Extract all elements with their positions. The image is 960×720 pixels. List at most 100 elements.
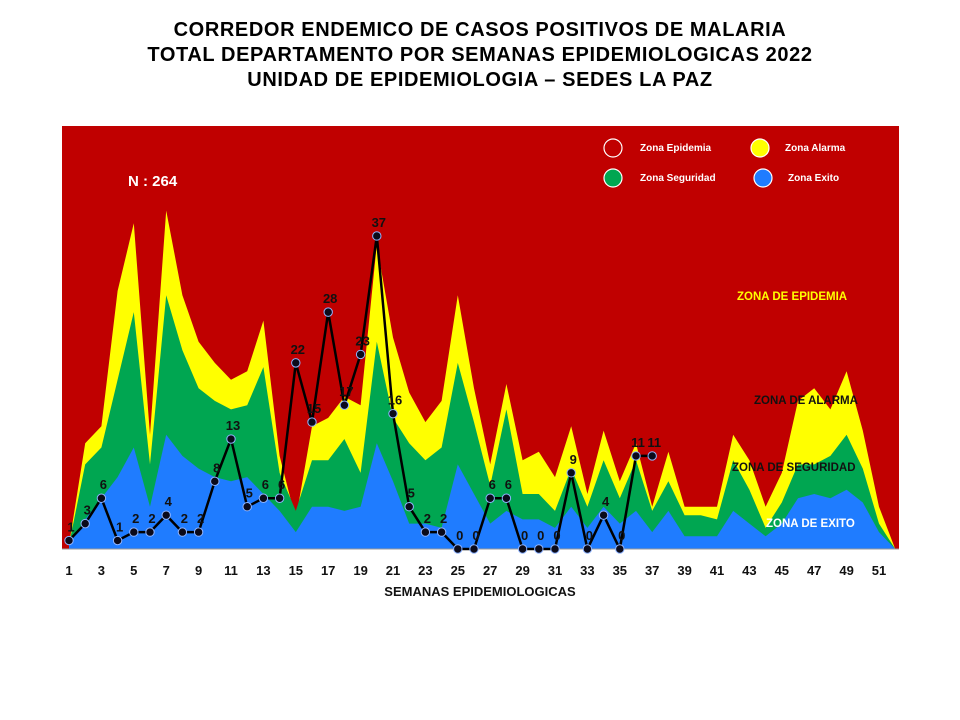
casos-point-w2: [80, 518, 90, 529]
x-tick-25: 25: [451, 563, 465, 578]
casos-point-w36: [631, 451, 641, 461]
casos-label-w14: 6: [278, 477, 285, 492]
x-tick-31: 31: [548, 563, 562, 578]
casos-label-w31: 0: [553, 528, 560, 543]
casos-point-w27: [485, 493, 495, 503]
x-tick-33: 33: [580, 563, 594, 578]
casos-point-w17: [323, 307, 333, 317]
zona-exito-area: [69, 434, 896, 549]
casos-point-w14: [274, 493, 285, 503]
casos-point-w5: [129, 527, 139, 537]
legend-label-3: Zona Exito: [788, 173, 839, 184]
casos-point-w24: [436, 527, 447, 537]
casos-point-w10: [210, 476, 220, 487]
casos-label-w10: 8: [213, 460, 220, 475]
casos-point-w11: [226, 434, 236, 444]
x-tick-35: 35: [613, 563, 627, 578]
x-tick-9: 9: [195, 563, 202, 578]
casos-point-w37: [647, 451, 657, 461]
casos-point-w15: [291, 358, 301, 368]
casos-label-w13: 6: [262, 477, 269, 492]
x-tick-21: 21: [386, 563, 400, 578]
x-tick-37: 37: [645, 563, 659, 578]
casos-label-w1: 1: [67, 520, 74, 535]
casos-label-w12: 5: [246, 486, 253, 501]
title-line-3: UNIDAD DE EPIDEMIOLOGIA – SEDES LA PAZ: [247, 69, 713, 91]
x-tick-3: 3: [98, 563, 105, 578]
x-tick-11: 11: [224, 563, 238, 578]
casos-label-w15: 22: [291, 342, 305, 357]
legend-marker-3: [753, 168, 773, 188]
casos-label-w24: 2: [440, 511, 447, 526]
x-tick-29: 29: [515, 563, 529, 578]
casos-label-w23: 2: [424, 511, 431, 526]
casos-label-w29: 0: [521, 528, 528, 543]
legend-label-0: Zona Epidemia: [640, 143, 712, 154]
x-tick-labels: 1 3 5 7 9 11 13 15 17 19 21 23 25 27 29 31 33 35 37 39 41 43 4…: [65, 563, 886, 578]
casos-label-w7: 4: [165, 494, 173, 509]
casos-point-w16: [307, 417, 317, 427]
zona-seguridad-area: [69, 295, 896, 549]
x-tick-41: 41: [710, 563, 724, 578]
zone-label-seguridad: ZONA DE SEGURIDAD: [732, 462, 856, 474]
x-tick-39: 39: [677, 563, 691, 578]
casos-label-w17: 28: [323, 291, 337, 306]
title-line-2: TOTAL DEPARTAMENTO POR SEMANAS EPIDEMIOL…: [147, 44, 813, 66]
casos-label-w30: 0: [537, 528, 544, 543]
casos-label-w28: 6: [505, 477, 512, 492]
x-axis-title: SEMANAS EPIDEMIOLOGICAS: [384, 584, 576, 599]
casos-label-w11: 13: [226, 418, 240, 433]
casos-label-w37: 11: [647, 435, 661, 450]
casos-point-w7: [161, 510, 171, 520]
casos-point-w20: [372, 231, 382, 241]
title-line-1: CORREDOR ENDEMICO DE CASOS POSITIVOS DE …: [173, 19, 787, 41]
legend-marker-0: [603, 138, 623, 158]
casos-label-w25: 0: [456, 528, 463, 543]
casos-label-w33: 0: [586, 528, 593, 543]
casos-point-w13: [258, 493, 269, 503]
casos-point-w3: [96, 493, 107, 503]
chart-title: CORREDOR ENDEMICO DE CASOS POSITIVOS DE …: [0, 18, 960, 93]
casos-point-w18: [339, 400, 350, 410]
x-tick-19: 19: [353, 563, 367, 578]
x-tick-23: 23: [418, 563, 432, 578]
casos-point-w34: [598, 510, 609, 520]
casos-point-w1: [64, 535, 74, 546]
casos-label-w32: 9: [570, 452, 577, 467]
casos-point-w33: [582, 544, 593, 554]
x-tick-45: 45: [775, 563, 789, 578]
casos-point-w28: [501, 493, 512, 503]
casos-point-w9: [193, 527, 204, 537]
x-tick-47: 47: [807, 563, 821, 578]
x-tick-49: 49: [839, 563, 853, 578]
casos-label-w22: 5: [408, 486, 415, 501]
x-tick-13: 13: [256, 563, 270, 578]
casos-label-w4: 1: [116, 520, 123, 535]
casos-label-w26: 0: [472, 528, 479, 543]
casos-point-w6: [145, 527, 155, 537]
casos-label-w9: 2: [197, 511, 204, 526]
casos-point-w35: [615, 544, 625, 554]
legend: Zona Epidemia Zona Alarma Zona Seguridad Zo…: [603, 138, 846, 188]
x-tick-27: 27: [483, 563, 497, 578]
casos-point-w22: [404, 502, 414, 512]
legend-label-1: Zona Alarma: [785, 143, 846, 154]
x-tick-51: 51: [872, 563, 886, 578]
zone-label-epidemia: ZONA DE EPIDEMIA: [737, 291, 847, 303]
casos-label-w6: 2: [148, 511, 155, 526]
casos-point-w30: [534, 544, 544, 554]
casos-label-w34: 4: [602, 494, 610, 509]
casos-label-w27: 6: [489, 477, 496, 492]
casos-point-w32: [566, 468, 576, 478]
casos-label-w2: 3: [84, 503, 91, 518]
x-tick-17: 17: [321, 563, 335, 578]
casos-label-w21: 16: [388, 393, 402, 408]
x-tick-5: 5: [130, 563, 137, 578]
casos-point-w19: [355, 349, 366, 360]
x-tick-43: 43: [742, 563, 756, 578]
casos-point-w25: [453, 544, 463, 554]
legend-marker-2: [603, 168, 623, 188]
casos-point-w26: [469, 544, 479, 554]
casos-point-w12: [242, 502, 252, 512]
